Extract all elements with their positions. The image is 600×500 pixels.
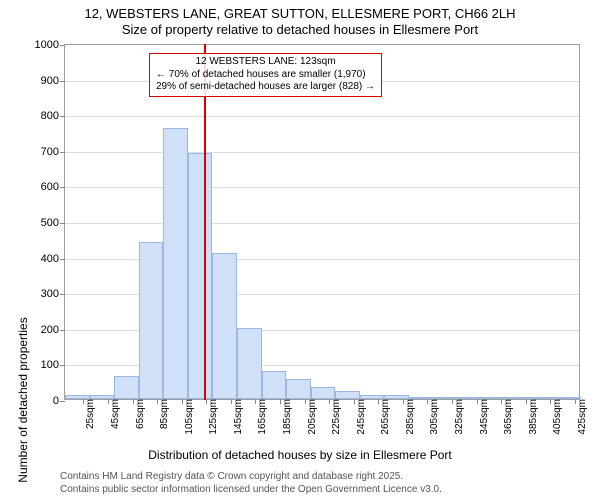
x-tick-label: 265sqm	[374, 399, 391, 435]
histogram-bar	[188, 153, 213, 399]
histogram-bar	[434, 397, 459, 399]
annotation-line: 29% of semi-detached houses are larger (…	[156, 81, 375, 94]
y-tick-mark	[60, 45, 65, 46]
x-tick-label: 405sqm	[546, 399, 563, 435]
histogram-bar	[556, 397, 581, 399]
histogram-bar	[458, 397, 483, 399]
histogram-bar	[311, 387, 336, 399]
y-tick-mark	[60, 187, 65, 188]
x-tick-label: 45sqm	[104, 399, 121, 429]
gridline-h	[65, 116, 579, 117]
y-tick-mark	[60, 294, 65, 295]
x-tick-label: 245sqm	[350, 399, 367, 435]
footer-line-1: Contains HM Land Registry data © Crown c…	[60, 471, 590, 484]
histogram-bar	[335, 391, 360, 399]
histogram-bar	[360, 395, 385, 399]
histogram-bar	[212, 253, 237, 399]
histogram-bar	[409, 397, 434, 399]
y-tick-mark	[60, 365, 65, 366]
annotation-line: ← 70% of detached houses are smaller (1,…	[156, 69, 375, 82]
x-tick-label: 345sqm	[473, 399, 490, 435]
y-tick-mark	[60, 259, 65, 260]
x-tick-label: 185sqm	[276, 399, 293, 435]
gridline-h	[65, 152, 579, 153]
x-tick-label: 225sqm	[325, 399, 342, 435]
y-tick-mark	[60, 81, 65, 82]
x-tick-label: 145sqm	[227, 399, 244, 435]
annotation-line: 12 WEBSTERS LANE: 123sqm	[156, 56, 375, 69]
gridline-h	[65, 187, 579, 188]
histogram-bar	[65, 395, 90, 399]
histogram-bar	[384, 395, 409, 399]
x-tick-label: 85sqm	[153, 399, 170, 429]
x-tick-label: 325sqm	[448, 399, 465, 435]
x-tick-label: 65sqm	[129, 399, 146, 429]
y-tick-mark	[60, 152, 65, 153]
chart-title-block: 12, WEBSTERS LANE, GREAT SUTTON, ELLESME…	[0, 6, 600, 39]
x-tick-label: 165sqm	[251, 399, 268, 435]
x-tick-label: 285sqm	[399, 399, 416, 435]
histogram-bar	[139, 242, 164, 399]
x-tick-label: 385sqm	[522, 399, 539, 435]
chart-title-line-2: Size of property relative to detached ho…	[0, 22, 600, 38]
footer-line-2: Contains public sector information licen…	[60, 484, 590, 497]
x-tick-label: 205sqm	[301, 399, 318, 435]
x-tick-label: 365sqm	[497, 399, 514, 435]
gridline-h	[65, 223, 579, 224]
histogram-bar	[483, 397, 508, 399]
histogram-bar	[90, 395, 115, 399]
x-tick-label: 25sqm	[79, 399, 96, 429]
y-tick-mark	[60, 401, 65, 402]
histogram-bar	[163, 128, 188, 399]
histogram-bar	[237, 328, 262, 399]
x-tick-label: 125sqm	[202, 399, 219, 435]
x-axis-label: Distribution of detached houses by size …	[0, 448, 600, 462]
x-tick-label: 105sqm	[178, 399, 195, 435]
chart-container: 12, WEBSTERS LANE, GREAT SUTTON, ELLESME…	[0, 0, 600, 500]
reference-marker-line	[204, 44, 206, 400]
histogram-bar	[507, 397, 532, 399]
annotation-box: 12 WEBSTERS LANE: 123sqm← 70% of detache…	[149, 53, 382, 97]
x-tick-label: 425sqm	[571, 399, 588, 435]
histogram-bar	[286, 379, 311, 399]
y-tick-mark	[60, 223, 65, 224]
y-tick-mark	[60, 116, 65, 117]
y-tick-mark	[60, 330, 65, 331]
chart-title-line-1: 12, WEBSTERS LANE, GREAT SUTTON, ELLESME…	[0, 6, 600, 22]
plot-area: 0100200300400500600700800900100025sqm45s…	[64, 44, 580, 400]
histogram-bar	[114, 376, 139, 399]
histogram-bar	[532, 397, 557, 399]
histogram-bar	[262, 371, 287, 399]
x-tick-label: 305sqm	[423, 399, 440, 435]
footer-attribution: Contains HM Land Registry data © Crown c…	[60, 471, 590, 496]
